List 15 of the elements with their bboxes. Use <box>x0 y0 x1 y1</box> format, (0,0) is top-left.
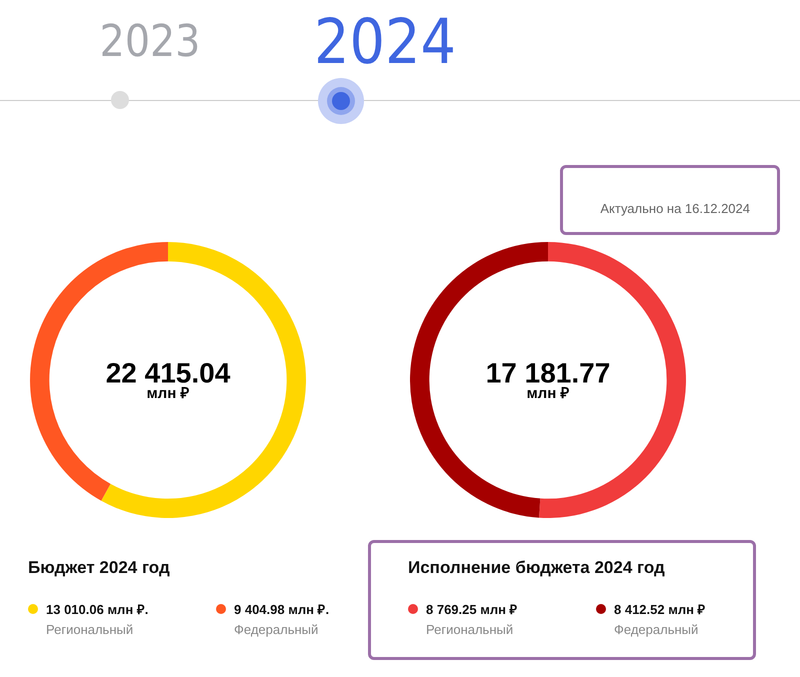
text: Актуально на 16.12.2024 <box>599 201 750 216</box>
legend-label: Федеральный <box>234 622 320 637</box>
text: Бюджет 2024 год <box>28 558 170 578</box>
data-label: 9 404.98 млн ₽. <box>234 601 330 618</box>
data-label: 13 010.06 млн ₽. <box>46 601 148 618</box>
text: Исполнение бюджета 2024 год <box>408 558 665 578</box>
text: млн ₽ <box>146 385 190 402</box>
data-label: 8 412.52 млн ₽ <box>614 601 706 618</box>
text: 2023 <box>98 16 202 67</box>
legend-label: Региональный <box>46 622 134 637</box>
text: млн ₽ <box>526 385 570 402</box>
data-label: 8 769.25 млн ₽ <box>426 601 518 618</box>
legend-label: Региональный <box>426 622 514 637</box>
text: 2024 <box>314 5 456 78</box>
legend-label: Федеральный <box>614 622 700 637</box>
